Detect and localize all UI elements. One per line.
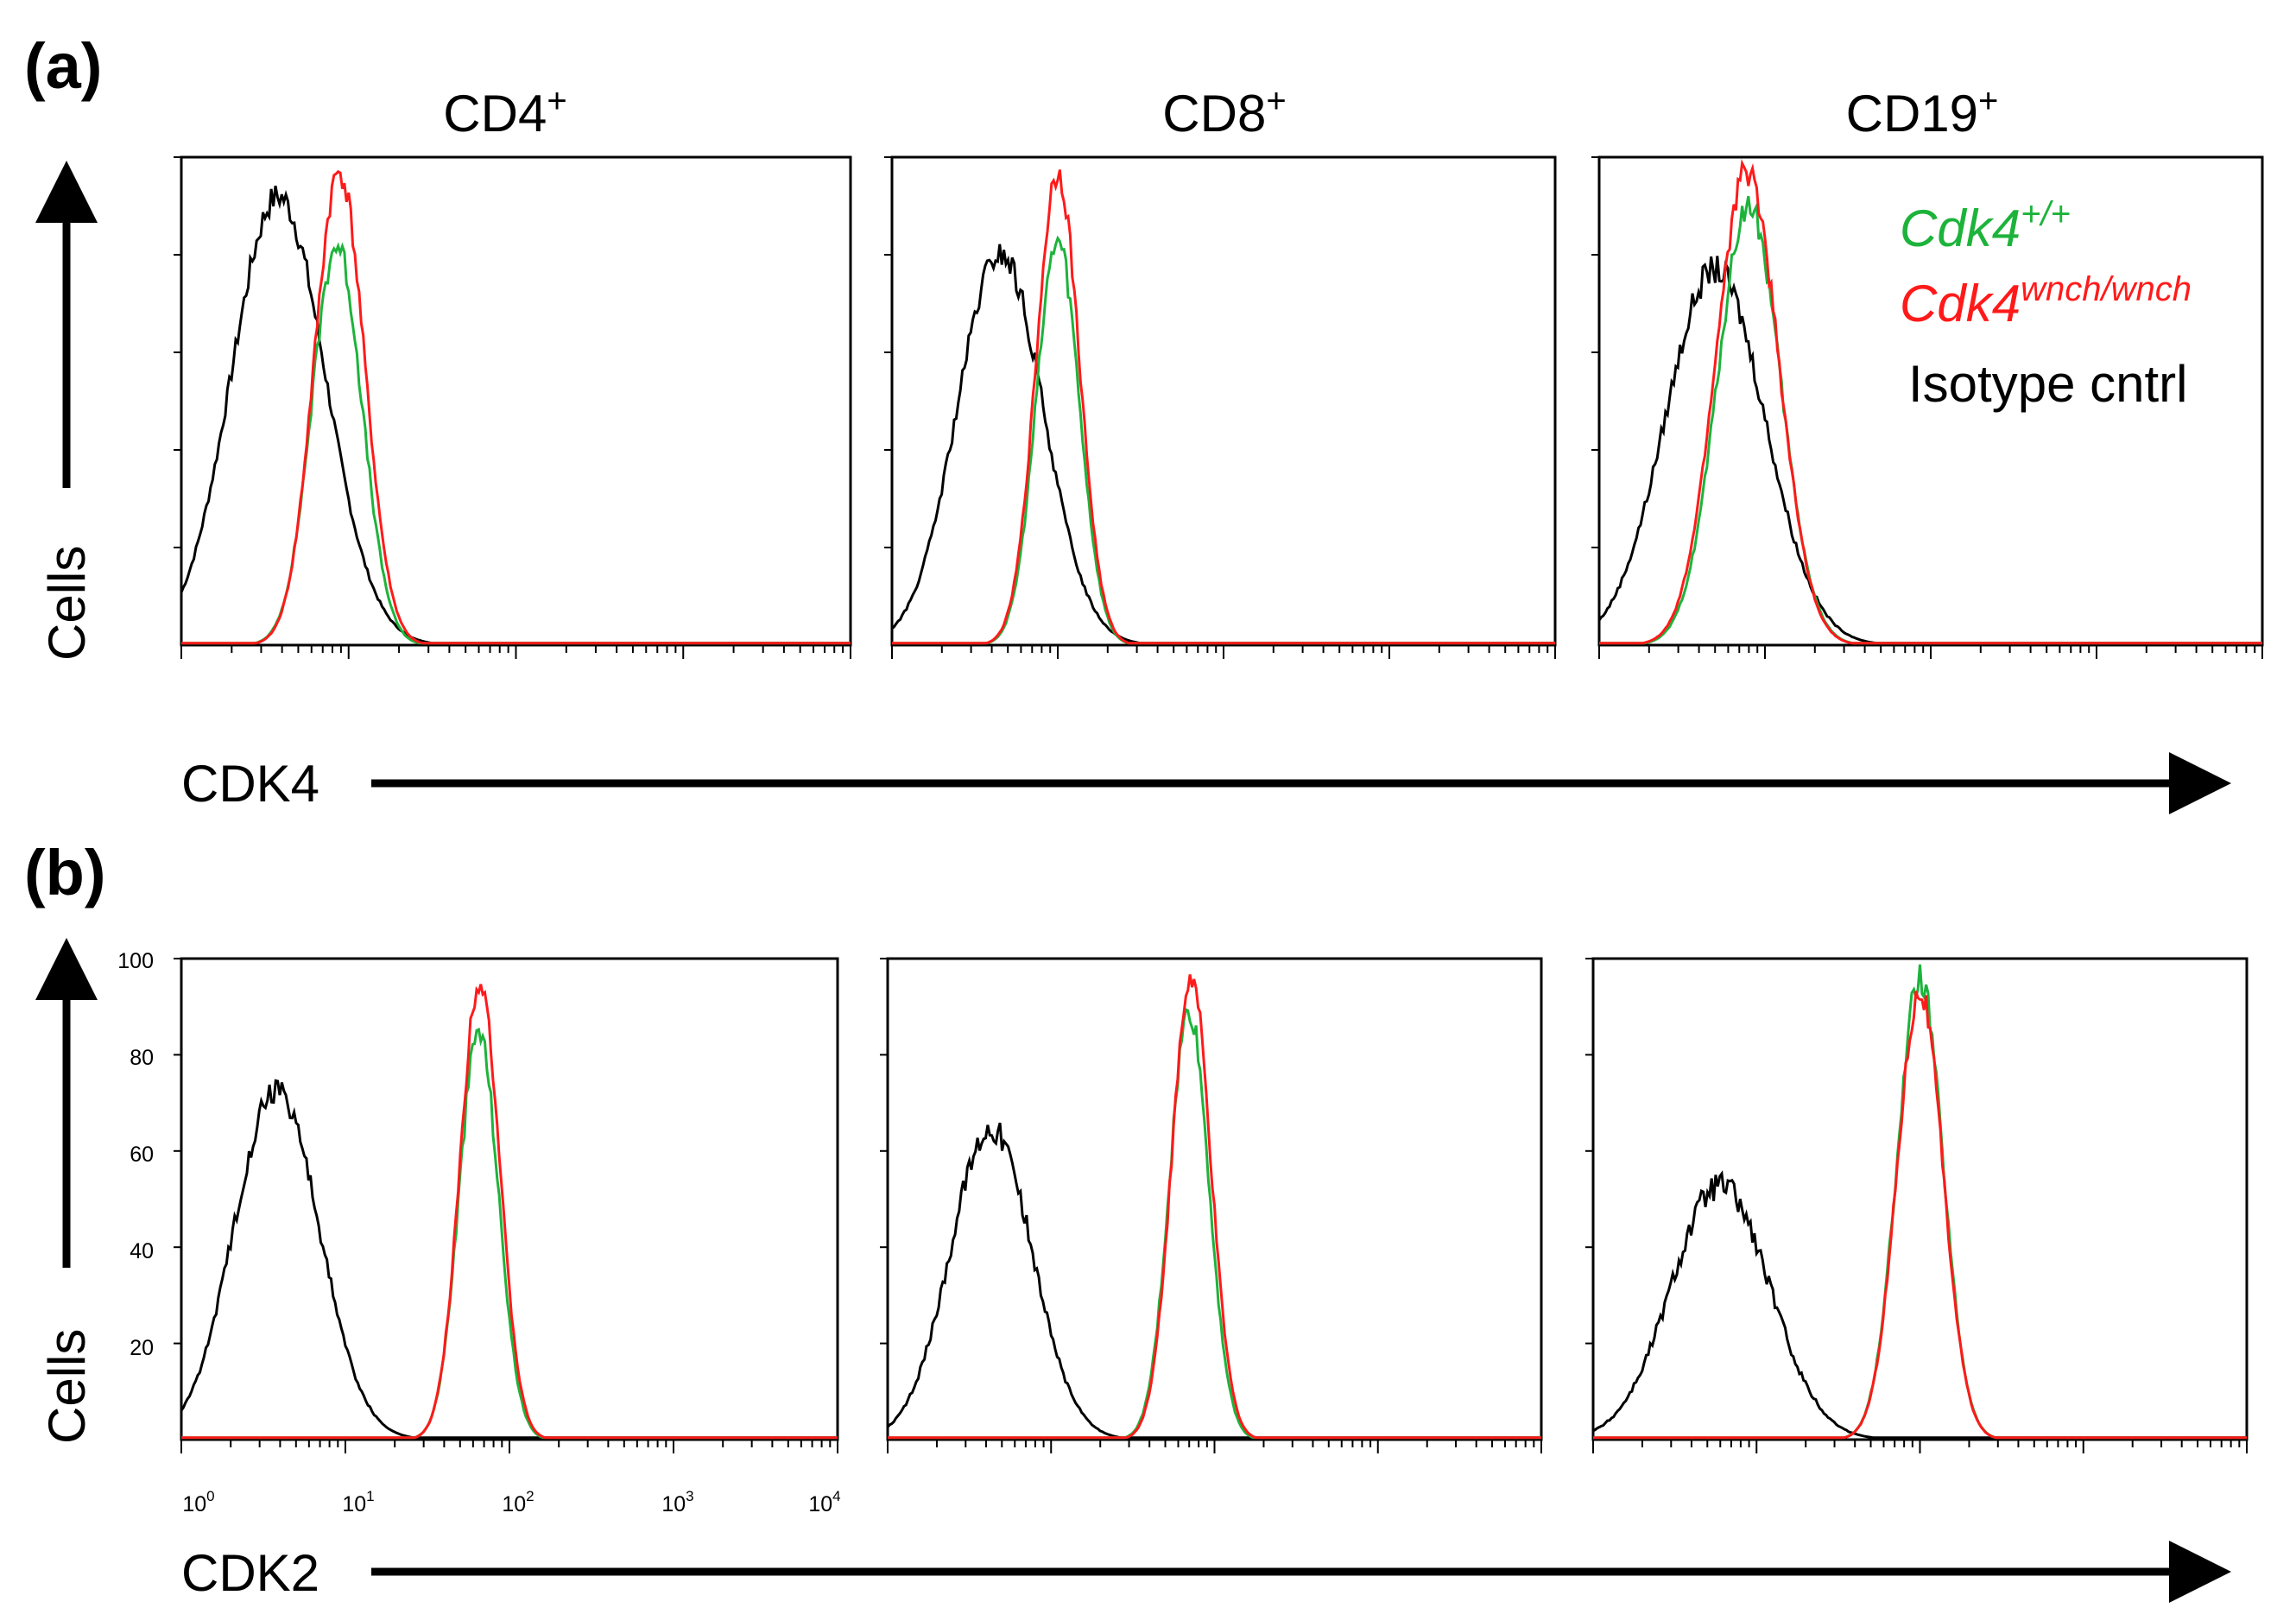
x-tick-label-10: 101 (342, 1488, 374, 1516)
histogram-line (180, 185, 851, 645)
histogram-line (1592, 1170, 2247, 1440)
legend: Cdk4+/+ Cdk4wnch/wnch Isotype cntrl (1900, 195, 2192, 413)
legend-item-isotype: Isotype cntrl (1908, 355, 2187, 413)
histogram-line (892, 169, 1555, 645)
x-tick-label-1: 100 (182, 1488, 214, 1516)
histogram-line (1593, 991, 2247, 1440)
plot-frame-2 (890, 155, 1557, 647)
legend-item-wnch: Cdk4wnch/wnch (1900, 270, 2192, 332)
x-axis-label-a: CDK4 (181, 755, 319, 813)
y-tick-labels: 100 80 60 40 20 (117, 949, 154, 1360)
plots (174, 155, 2264, 1453)
column-title-cd4: CD4+ (443, 82, 566, 142)
histogram-line (181, 242, 851, 645)
histogram-line (181, 984, 838, 1440)
x-tick-label-100: 102 (502, 1488, 534, 1516)
panel-label-b: (b) (24, 837, 106, 908)
plot-frame-6 (1591, 957, 2249, 1441)
histogram-line (886, 1122, 1541, 1440)
histogram-line (180, 1079, 838, 1440)
x-tick-label-10000: 104 (808, 1488, 840, 1516)
x-axis-label-b: CDK2 (181, 1544, 319, 1602)
plot-frame-1 (180, 155, 852, 647)
column-title-cd19: CD19+ (1846, 82, 1999, 142)
legend-item-wt: Cdk4+/+ (1900, 195, 2071, 257)
histogram-line (181, 169, 851, 645)
y-tick-label-20: 20 (130, 1336, 154, 1360)
y-tick-label-60: 60 (130, 1143, 154, 1167)
column-title-cd8: CD8+ (1162, 82, 1286, 142)
y-axis-label-a: Cells (38, 546, 96, 661)
plot-frame-4 (180, 957, 839, 1441)
y-tick-label-100: 100 (117, 949, 154, 973)
x-tick-labels: 100 101 102 103 104 (182, 1488, 840, 1516)
histogram-line (888, 974, 1541, 1440)
y-tick-label-40: 40 (130, 1239, 154, 1263)
y-tick-label-80: 80 (130, 1046, 154, 1070)
panel-label-a: (a) (24, 30, 102, 102)
y-axis-label-b: Cells (38, 1329, 96, 1444)
histogram-line (892, 235, 1555, 645)
x-tick-label-1000: 103 (661, 1488, 693, 1516)
histogram-line (1599, 195, 2262, 645)
histogram-line (1599, 158, 2262, 645)
histogram-line (1593, 964, 2247, 1440)
histogram-line (891, 244, 1555, 645)
